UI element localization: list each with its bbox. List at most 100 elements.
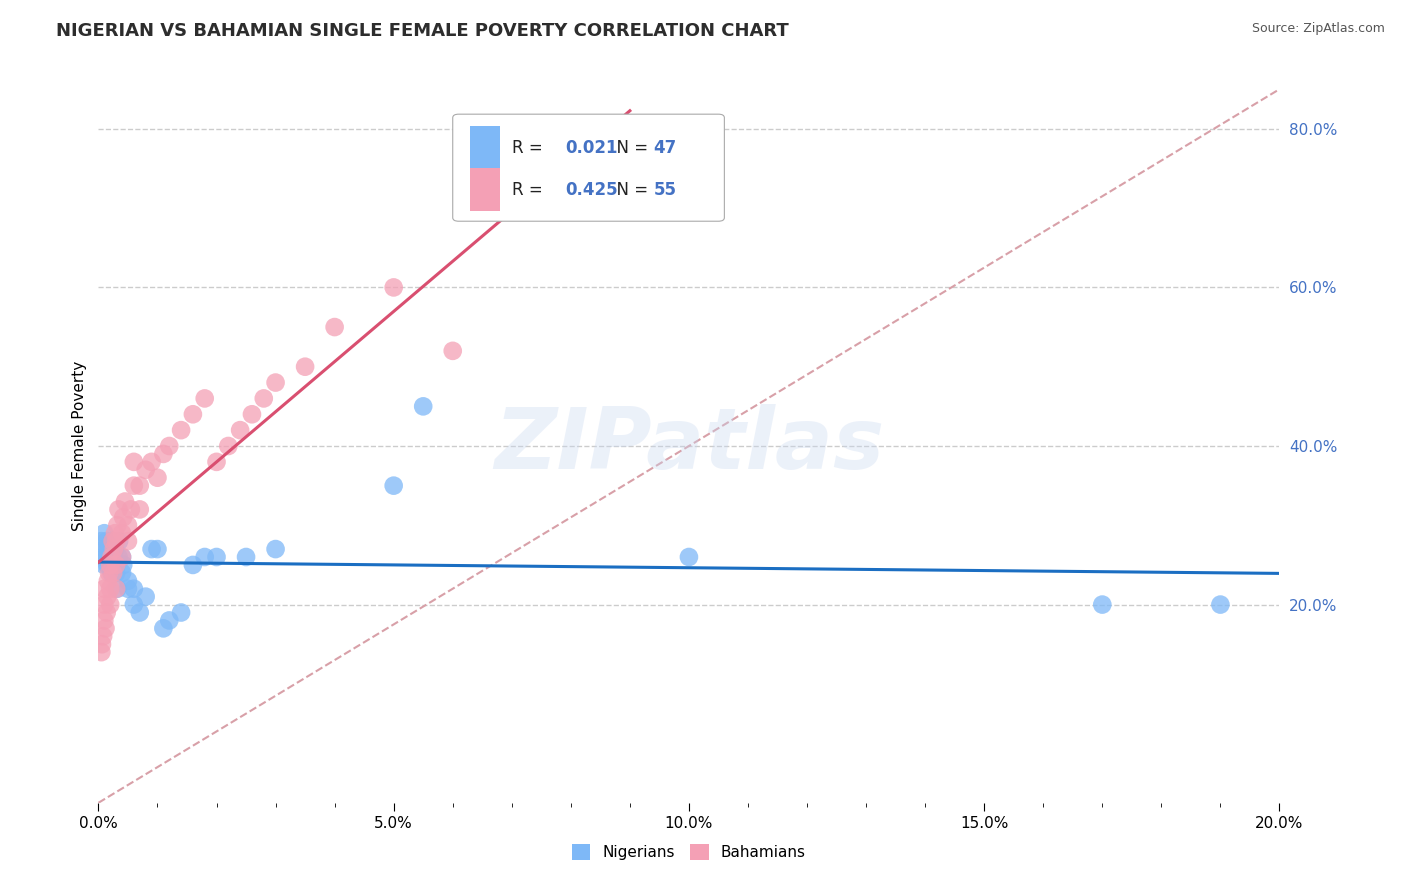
Point [105,558,128,572]
Point [382,478,405,492]
Point [98,542,121,557]
Point [120,502,142,516]
Point [105,534,128,549]
Point [97,542,120,557]
Text: 0.021: 0.021 [565,139,617,157]
Point [122,582,145,596]
Point [98,582,121,596]
Legend: Nigerians, Bahamians: Nigerians, Bahamians [565,838,813,866]
Point [93,558,115,572]
Point [152,447,174,461]
Point [619,161,641,176]
Bar [471,127,501,169]
Point [98,549,121,564]
Point [235,549,257,564]
Point [117,534,139,549]
Point [103,549,125,564]
Point [103,566,125,580]
Point [93,582,115,596]
Point [105,582,128,596]
Point [170,423,193,437]
Point [114,494,136,508]
Point [98,558,121,572]
Point [194,392,217,406]
Point [103,542,125,557]
Point [98,558,121,572]
Point [90,645,112,659]
Point [412,400,434,414]
Point [1209,598,1232,612]
Point [94,621,117,635]
Point [323,320,346,334]
Point [93,526,115,541]
Point [94,549,117,564]
Point [111,549,134,564]
Point [111,526,134,541]
Point [93,542,115,557]
Text: R =: R = [512,181,548,199]
Point [100,549,122,564]
Point [117,582,139,596]
FancyBboxPatch shape [453,114,724,221]
Point [205,549,228,564]
Point [105,518,128,533]
Point [264,376,287,390]
Point [93,614,115,628]
Point [240,407,263,421]
Point [135,463,157,477]
Bar [471,169,501,211]
Y-axis label: Single Female Poverty: Single Female Poverty [72,361,87,531]
Point [112,510,135,524]
Point [91,549,114,564]
Point [90,534,112,549]
Point [157,614,180,628]
Point [98,598,121,612]
Point [122,478,145,492]
Point [96,558,118,572]
Point [170,606,193,620]
Point [97,574,120,588]
Point [108,534,131,549]
Point [382,280,405,294]
Point [441,343,464,358]
Point [141,455,163,469]
Text: 47: 47 [654,139,676,157]
Text: R =: R = [512,139,548,157]
Point [122,455,145,469]
Point [157,439,180,453]
Point [105,558,128,572]
Text: N =: N = [606,181,654,199]
Point [128,478,150,492]
Point [264,542,287,557]
Point [217,439,239,453]
Point [96,606,118,620]
Point [91,637,114,651]
Point [294,359,316,374]
Text: ZIPatlas: ZIPatlas [494,404,884,488]
Point [107,502,129,516]
Point [128,606,150,620]
Point [152,621,174,635]
Text: 0.425: 0.425 [565,181,617,199]
Point [128,502,150,516]
Text: NIGERIAN VS BAHAMIAN SINGLE FEMALE POVERTY CORRELATION CHART: NIGERIAN VS BAHAMIAN SINGLE FEMALE POVER… [56,22,789,40]
Point [181,407,204,421]
Point [146,471,169,485]
Point [104,526,127,541]
Point [146,542,169,557]
Point [117,574,139,588]
Point [530,201,553,215]
Point [101,534,124,549]
Point [194,549,217,564]
Point [104,542,127,557]
Point [107,549,129,564]
Point [96,534,118,549]
Point [1091,598,1114,612]
Point [205,455,228,469]
Point [181,558,204,572]
Point [122,598,145,612]
Point [117,518,139,533]
Point [96,590,118,604]
Point [98,566,121,580]
Point [111,549,134,564]
